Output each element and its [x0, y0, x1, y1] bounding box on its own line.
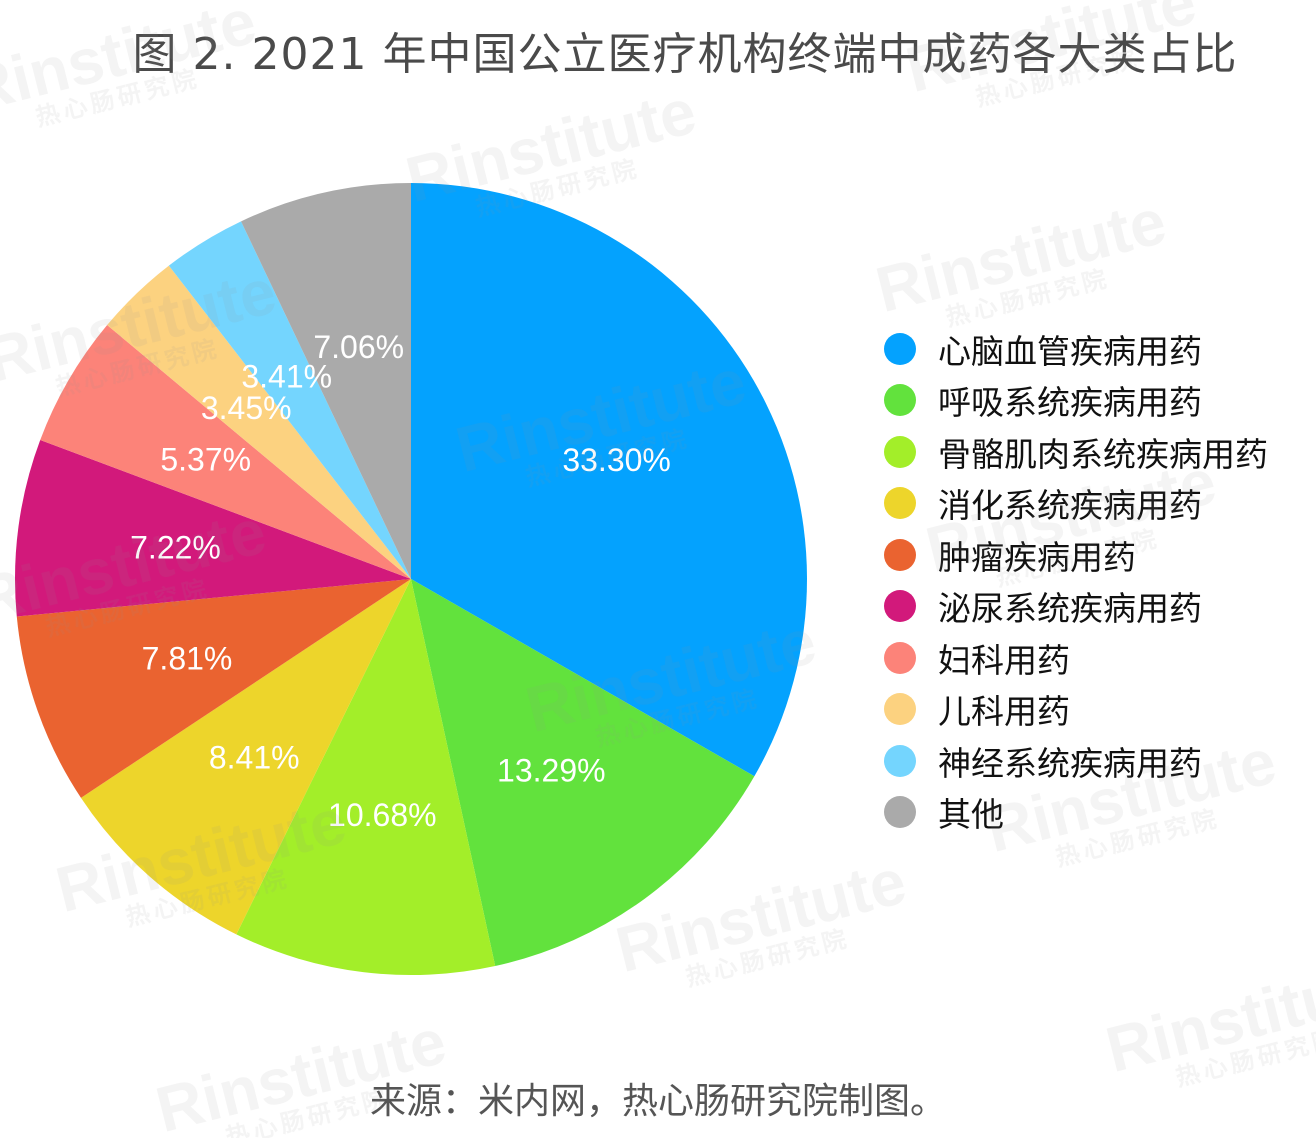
legend-item-9: 其他 [884, 787, 1268, 839]
legend-label-1: 呼吸系统疾病用药 [938, 383, 1202, 423]
pie-slices [14, 183, 807, 976]
legend-item-8: 神经系统疾病用药 [884, 735, 1268, 787]
pie-slice-6 [40, 325, 412, 579]
pie-slice-4 [16, 579, 412, 798]
legend-item-5: 泌尿系统疾病用药 [884, 581, 1268, 633]
legend-swatch-2 [884, 435, 916, 468]
slice-value-label-4: 7.81% [142, 640, 233, 676]
pie-slice-1 [411, 579, 755, 966]
legend-label-2: 骨骼肌肉系统疾病用药 [938, 434, 1268, 474]
legend-label-6: 妇科用药 [938, 640, 1070, 680]
slice-value-label-0: 33.30% [562, 442, 671, 478]
legend-swatch-8 [884, 744, 916, 777]
slice-value-label-3: 8.41% [209, 740, 300, 776]
legend-swatch-6 [884, 641, 916, 674]
legend-item-4: 肿瘤疾病用药 [884, 529, 1268, 581]
legend-item-0: 心脑血管疾病用药 [884, 323, 1268, 375]
legend-item-3: 消化系统疾病用药 [884, 478, 1268, 530]
slice-value-label-2: 10.68% [328, 797, 437, 833]
pie-slice-0 [411, 183, 807, 777]
chart-title: 图 2. 2021 年中国公立医疗机构终端中成药各大类占比 [132, 29, 1238, 80]
legend-label-4: 肿瘤疾病用药 [938, 537, 1136, 577]
legend-item-2: 骨骼肌肉系统疾病用药 [884, 426, 1268, 478]
slice-value-label-6: 5.37% [160, 441, 251, 477]
legend-label-8: 神经系统疾病用药 [938, 743, 1202, 783]
slice-value-label-8: 3.41% [241, 359, 332, 395]
legend-item-7: 儿科用药 [884, 684, 1268, 736]
slice-value-label-1: 13.29% [497, 753, 606, 789]
pie-slice-7 [107, 265, 412, 579]
legend-swatch-4 [884, 538, 916, 571]
pie-slice-2 [236, 579, 496, 976]
legend-swatch-9 [884, 796, 916, 829]
pie-slice-5 [14, 439, 412, 617]
pie-slice-3 [80, 579, 411, 935]
legend-label-5: 泌尿系统疾病用药 [938, 589, 1202, 629]
legend-swatch-1 [884, 384, 916, 417]
legend-label-9: 其他 [938, 795, 1004, 835]
legend-swatch-5 [884, 590, 916, 623]
source-note: 来源：米内网，热心肠研究院制图。 [369, 1081, 946, 1122]
slice-value-label-7: 3.45% [201, 390, 292, 426]
legend-swatch-3 [884, 487, 916, 520]
legend: 心脑血管疾病用药 呼吸系统疾病用药骨骼肌肉系统疾病用药 消化系统疾病用药 肿瘤疾病用药… [884, 323, 1268, 838]
legend-item-1: 呼吸系统疾病用药 [884, 375, 1268, 427]
pie-labels: 33.30% 13.29% 10.68% 8.41% 7.81% 7.22% 5.37% 3.… [130, 329, 671, 833]
legend-swatch-0 [884, 332, 916, 365]
slice-value-label-5: 7.22% [130, 530, 221, 566]
legend-item-6: 妇科用药 [884, 632, 1268, 684]
legend-label-7: 儿科用药 [938, 692, 1070, 732]
pie-slice-8 [168, 221, 411, 579]
legend-label-3: 消化系统疾病用药 [938, 486, 1202, 526]
pie-slice-9 [241, 183, 411, 579]
legend-swatch-7 [884, 693, 916, 726]
slice-value-label-9: 7.06% [313, 329, 404, 365]
legend-label-0: 心脑血管疾病用药 [938, 331, 1202, 371]
